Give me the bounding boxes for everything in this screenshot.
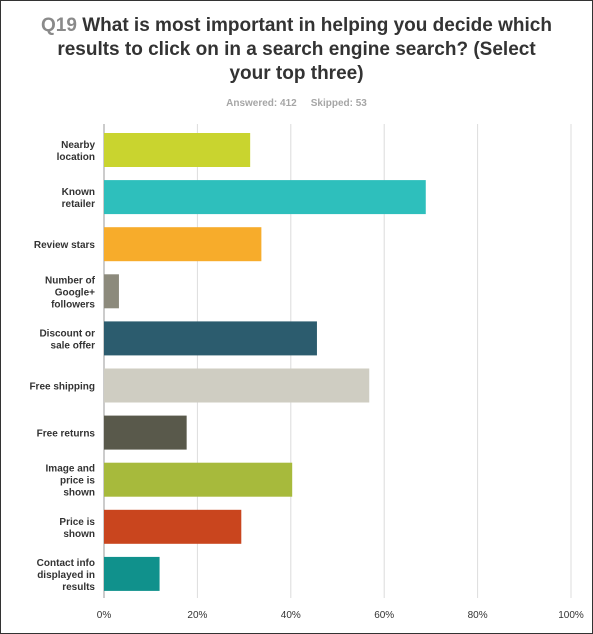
bar[interactable] bbox=[104, 274, 119, 309]
bar[interactable] bbox=[104, 180, 426, 215]
bar[interactable] bbox=[104, 227, 262, 262]
bar[interactable] bbox=[104, 556, 160, 591]
category-label: Review stars bbox=[34, 240, 96, 251]
category-label: Free shipping bbox=[29, 382, 95, 393]
category-label: Number of Google+ followers bbox=[45, 275, 96, 310]
category-label: Free returns bbox=[37, 429, 96, 440]
bar[interactable] bbox=[104, 415, 187, 450]
bar[interactable] bbox=[104, 462, 293, 497]
bar[interactable] bbox=[104, 321, 317, 356]
answered-label: Answered: bbox=[226, 98, 278, 109]
skipped-count: 53 bbox=[355, 98, 367, 109]
category-label: Nearby location bbox=[57, 140, 96, 163]
x-tick-label: 40% bbox=[281, 610, 301, 621]
category-label: Known retailer bbox=[62, 187, 95, 210]
response-stats: Answered: 412 Skipped: 53 bbox=[0, 98, 593, 109]
bar[interactable] bbox=[104, 509, 242, 544]
bar[interactable] bbox=[104, 133, 251, 167]
bar[interactable] bbox=[104, 368, 370, 403]
skipped-label: Skipped: bbox=[310, 98, 353, 109]
category-label: Price is shown bbox=[59, 517, 95, 540]
answered-count: 412 bbox=[280, 98, 297, 109]
x-tick-label: 80% bbox=[468, 610, 488, 621]
category-label: Contact info displayed in results bbox=[37, 558, 96, 593]
x-tick-label: 60% bbox=[374, 610, 394, 621]
x-tick-label: 0% bbox=[97, 610, 112, 621]
category-label: Discount or sale offer bbox=[39, 328, 95, 351]
x-tick-label: 20% bbox=[187, 610, 207, 621]
category-label: Image and price is shown bbox=[46, 464, 96, 499]
question-title: Q19 What is most important in helping yo… bbox=[40, 14, 553, 86]
question-text: What is most important in helping you de… bbox=[57, 15, 552, 84]
x-tick-label: 100% bbox=[558, 610, 584, 621]
question-number: Q19 bbox=[41, 15, 77, 36]
